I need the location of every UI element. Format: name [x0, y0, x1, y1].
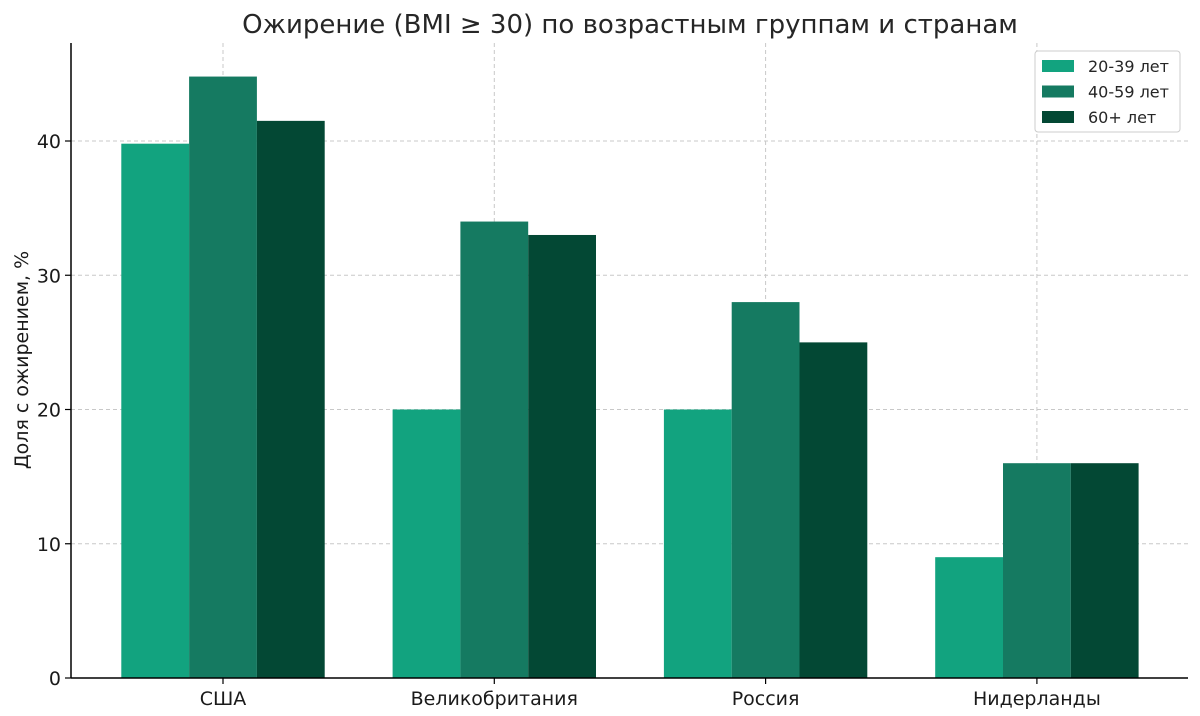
- bar-2-2: [460, 221, 529, 678]
- bar-2-1: [189, 76, 257, 678]
- x-tick-label: Великобритания: [411, 688, 578, 710]
- y-tick-label: 40: [37, 131, 61, 153]
- bar-3-2: [528, 234, 596, 678]
- bar-1-4: [935, 557, 1003, 678]
- y-tick-label: 30: [37, 265, 61, 287]
- x-tick-label: Нидерланды: [973, 688, 1101, 710]
- bar-2-4: [1003, 463, 1071, 678]
- bar-3-1: [256, 120, 325, 679]
- legend-label: 60+ лет: [1088, 108, 1156, 127]
- y-axis-label: Доля с ожирением, %: [11, 251, 33, 469]
- legend-swatch: [1042, 60, 1074, 72]
- y-tick-label: 10: [37, 534, 61, 556]
- axes: [70, 43, 1188, 679]
- x-tick-label: США: [200, 688, 247, 710]
- legend: 20-39 лет 40-59 лет 60+ лет: [1034, 50, 1181, 133]
- bar-3-3: [799, 342, 868, 678]
- bar-1-1: [121, 143, 190, 678]
- x-tick-label: Россия: [732, 688, 800, 710]
- legend-label: 40-59 лет: [1088, 83, 1169, 102]
- bar-1-3: [663, 409, 732, 678]
- legend-label: 20-39 лет: [1088, 57, 1169, 76]
- y-tick-label: 20: [37, 400, 61, 422]
- bar-2-3: [731, 302, 800, 678]
- legend-swatch: [1042, 85, 1074, 98]
- legend-swatch: [1042, 111, 1074, 123]
- y-tick-label: 0: [49, 668, 61, 690]
- chart-title: Ожирение (BMI ≥ 30) по возрастным группа…: [242, 10, 1018, 40]
- bar-3-4: [1070, 463, 1139, 678]
- bar-1-2: [392, 409, 461, 678]
- bars: [121, 76, 1139, 679]
- ticks: 0 10 20 30 40 США Великобритания Россия Нидерлан…: [37, 131, 1101, 710]
